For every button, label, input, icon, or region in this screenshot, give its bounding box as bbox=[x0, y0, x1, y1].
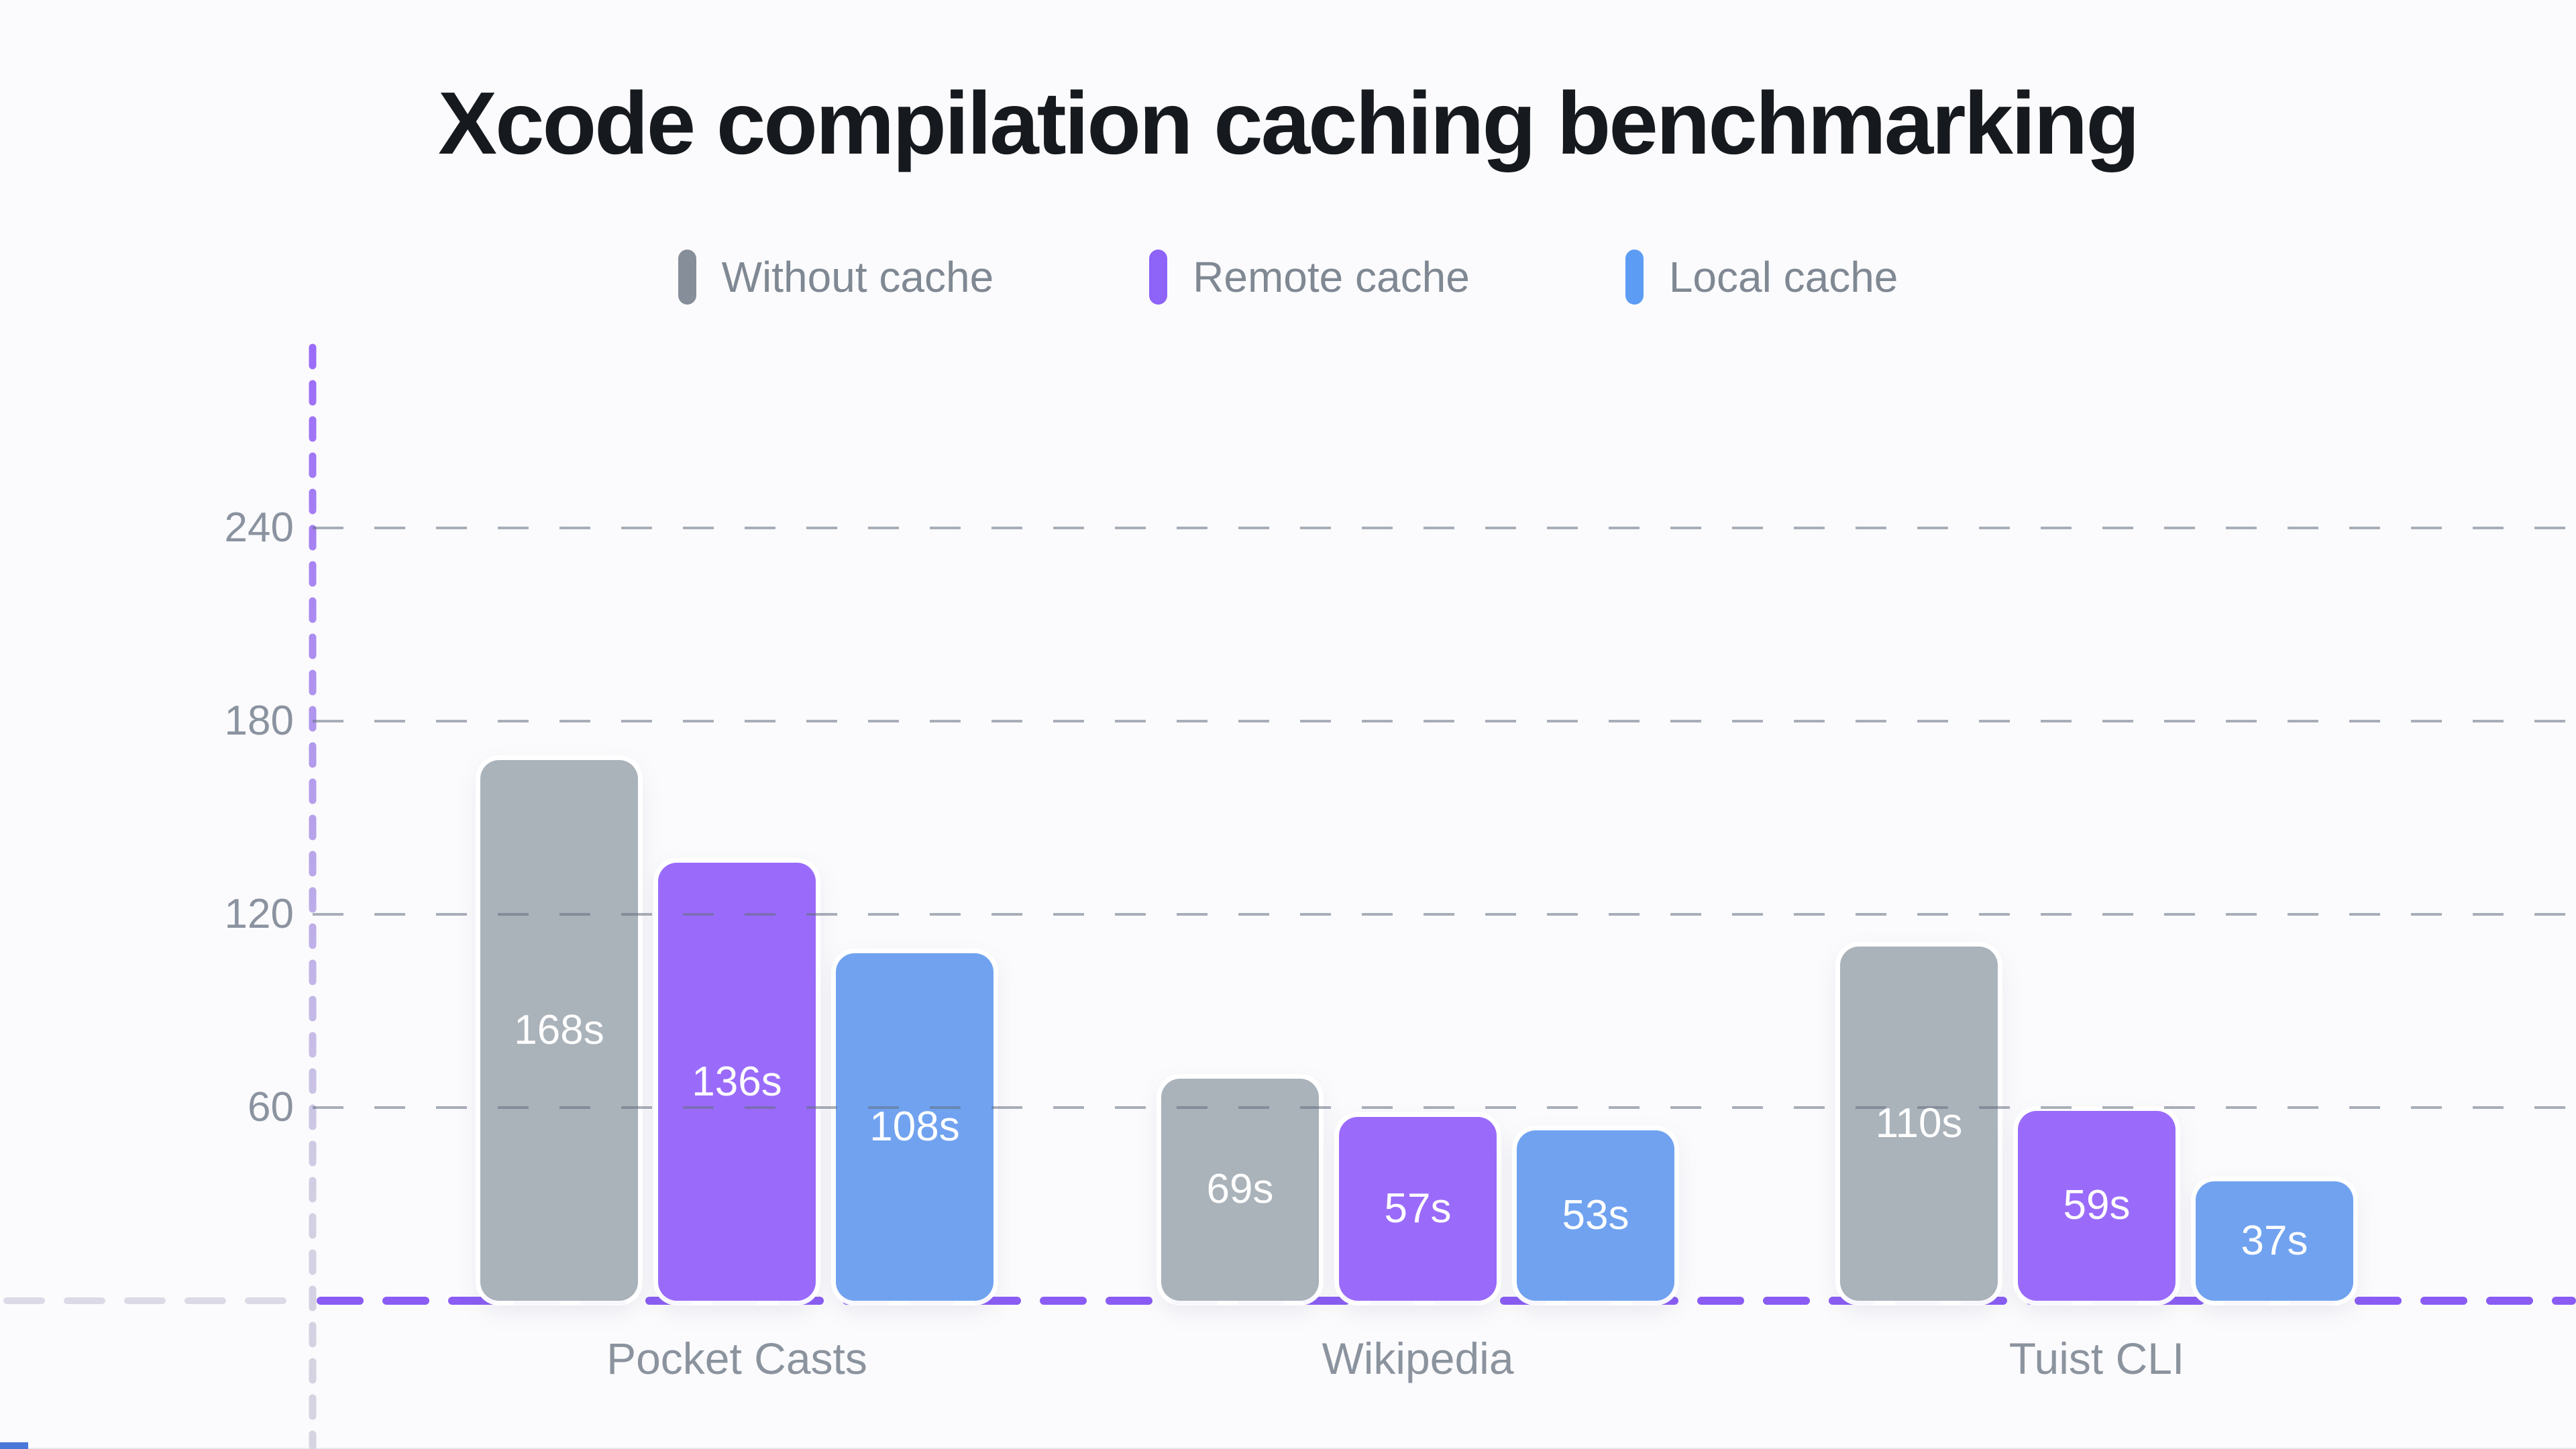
bar-remote-cache bbox=[1339, 1117, 1497, 1301]
bar-without-cache bbox=[480, 759, 638, 1301]
bar-local-cache bbox=[2196, 1181, 2353, 1301]
bottom-left-blue-element bbox=[0, 1442, 28, 1449]
legend-marker-icon bbox=[678, 250, 696, 305]
bar-remote-cache bbox=[658, 863, 816, 1301]
bar-group-pocket-casts bbox=[480, 759, 994, 1301]
bar-without-cache bbox=[1161, 1078, 1319, 1301]
legend-label: Remote cache bbox=[1193, 253, 1470, 301]
bar-group-tuist-cli bbox=[1840, 947, 2353, 1301]
bar-without-cache bbox=[1840, 947, 1998, 1301]
bar-group-wikipedia bbox=[1161, 1078, 1674, 1301]
legend-marker-icon bbox=[1149, 250, 1168, 305]
chart-title: Xcode compilation caching benchmarking bbox=[438, 74, 2140, 172]
bar-local-cache bbox=[836, 953, 994, 1301]
legend-label: Without cache bbox=[721, 253, 994, 301]
legend-marker-icon bbox=[1625, 250, 1644, 305]
bottom-edge-hairline bbox=[0, 1448, 2576, 1449]
legend-label: Local cache bbox=[1668, 253, 1898, 301]
bar-local-cache bbox=[1517, 1130, 1674, 1301]
legend-item-local-cache: Local cache bbox=[1625, 250, 1898, 305]
legend-item-remote-cache: Remote cache bbox=[1149, 250, 1470, 305]
legend: Without cache Remote cache Local cache bbox=[0, 250, 2576, 305]
bar-remote-cache bbox=[2018, 1110, 2176, 1301]
legend-item-without-cache: Without cache bbox=[678, 250, 994, 305]
